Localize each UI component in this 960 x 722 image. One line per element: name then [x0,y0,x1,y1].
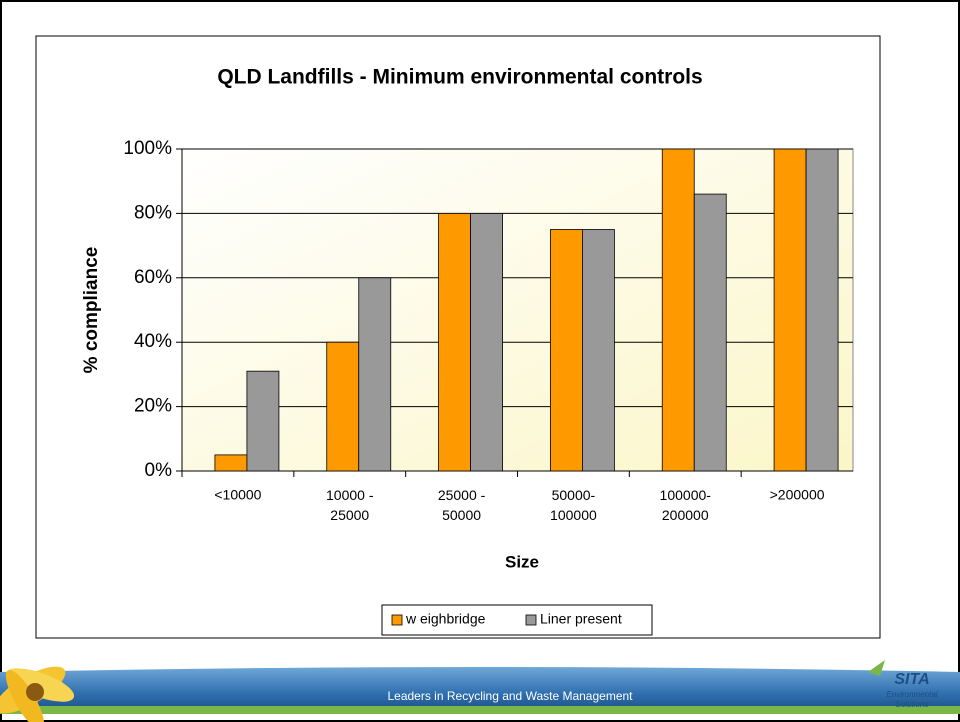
legend-label: w eighbridge [405,611,486,627]
y-tick-label: 60% [134,267,172,288]
x-tick-label: 50000-100000 [550,487,597,523]
chart: 0% 20% 40% 60% 80% 100% <10000 10000 -25000 2500… [123,138,853,627]
legend-swatch [525,614,537,626]
bar [246,370,280,472]
x-tick-label: >200000 [770,487,825,503]
footer-band [0,667,960,712]
y-axis-label: % compliance [81,247,102,374]
bar [214,454,248,472]
logo-text: SITA [894,671,929,688]
bar [805,148,839,472]
legend [381,604,653,636]
bar [438,212,471,472]
legend-label: Liner present [540,611,622,627]
bar [582,229,615,472]
x-tick-label: 100000-200000 [660,487,712,523]
logo-mark [868,660,885,676]
y-tick-label: 40% [134,331,172,352]
flower [0,666,75,722]
x-tick-label: 10000 -25000 [326,487,374,523]
bar [693,193,727,472]
bar [661,148,695,472]
footer-stripe [0,706,960,714]
bar [326,341,360,472]
chart-title: QLD Landfills - Minimum environmental co… [217,66,702,89]
x-tick-label: 25000 -50000 [438,487,486,523]
logo-subtext: Environmental Solutions [886,690,937,709]
y-tick-label: 100% [123,138,172,159]
x-tick-label: <10000 [214,487,261,503]
y-tick-label: 80% [134,202,172,223]
y-tick-label: 20% [134,396,172,417]
x-axis-label: Size [505,552,539,571]
bar [773,148,807,472]
plot-area [181,148,854,472]
bar [550,229,583,472]
bar [470,212,503,472]
footer-tagline: Leaders in Recycling and Waste Managemen… [387,689,633,703]
y-tick-label: 0% [145,460,173,481]
legend-swatch [391,614,403,626]
bar [358,277,392,472]
